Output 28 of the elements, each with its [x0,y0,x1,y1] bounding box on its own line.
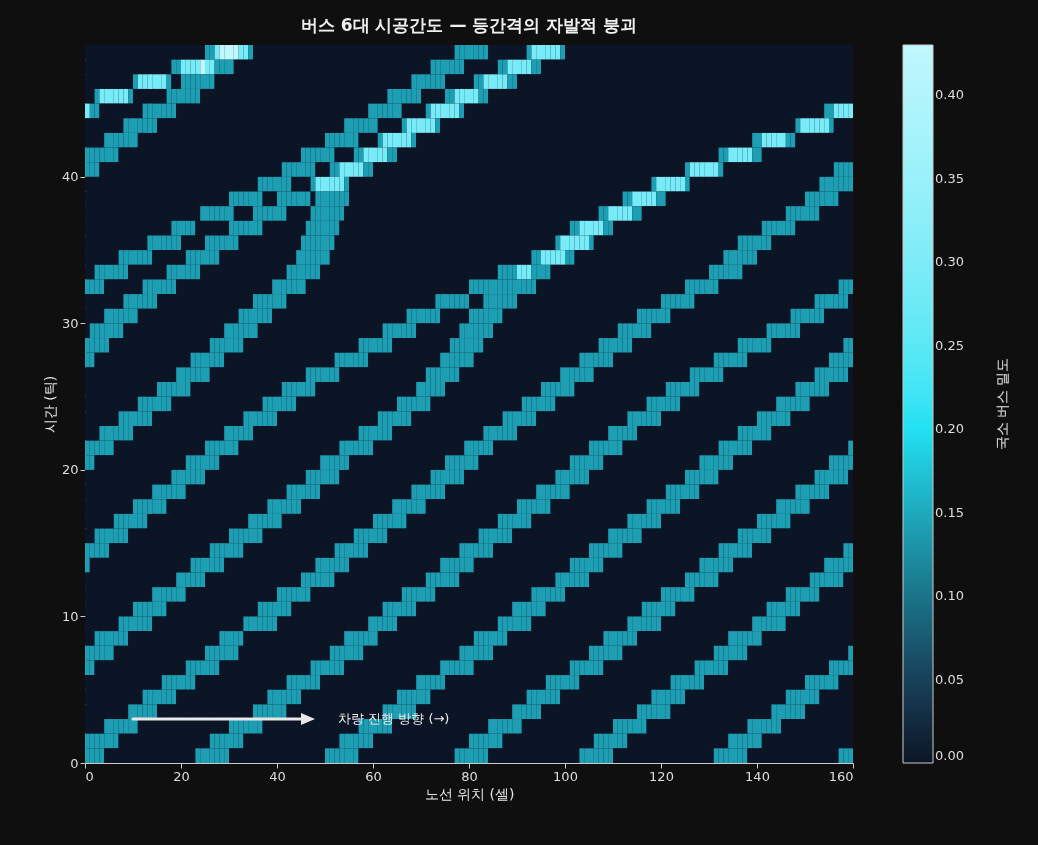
y-tick-label: 20 [61,462,79,478]
y-tick-label: 0 [70,755,79,771]
y-axis-title: 시간 (틱) [41,375,58,434]
color-bar-label: 0.00 [935,748,964,763]
color-bar-label: 0.25 [935,337,964,353]
x-tick-label: 120 [649,768,674,784]
color-bar-label: 0.20 [935,421,964,437]
x-tick-label: 40 [269,768,286,784]
x-tick-label: 20 [173,768,190,784]
x-tick-label: 60 [365,768,382,784]
color-bar-label: 0.35 [935,170,964,186]
chart-title: 버스 6대 시공간도 — 등간격의 자발적 붕괴 [300,15,638,35]
y-tick-label: 30 [61,315,79,331]
color-bar-label: 0.10 [935,588,964,604]
y-tick-label: 10 [61,608,79,624]
color-bar-label: 0.15 [935,504,964,520]
color-bar-label: 0.40 [935,87,964,103]
x-tick-label: 80 [461,768,478,784]
y-tick-label: 40 [61,169,79,185]
x-tick-label: 140 [745,768,770,784]
x-axis-title: 노선 위치 (셀) [424,785,515,802]
x-tick-label: 0 [85,768,94,784]
x-tick-label: 100 [553,768,578,784]
x-tick-label: 160 [828,768,854,784]
color-bar-label: 0.30 [935,254,964,270]
annotation: 차량 진행 방향 (→) [338,711,450,726]
color-bar-label: 0.05 [935,671,964,687]
color-bar-title: 국소 버스 밀도 [994,357,1011,451]
